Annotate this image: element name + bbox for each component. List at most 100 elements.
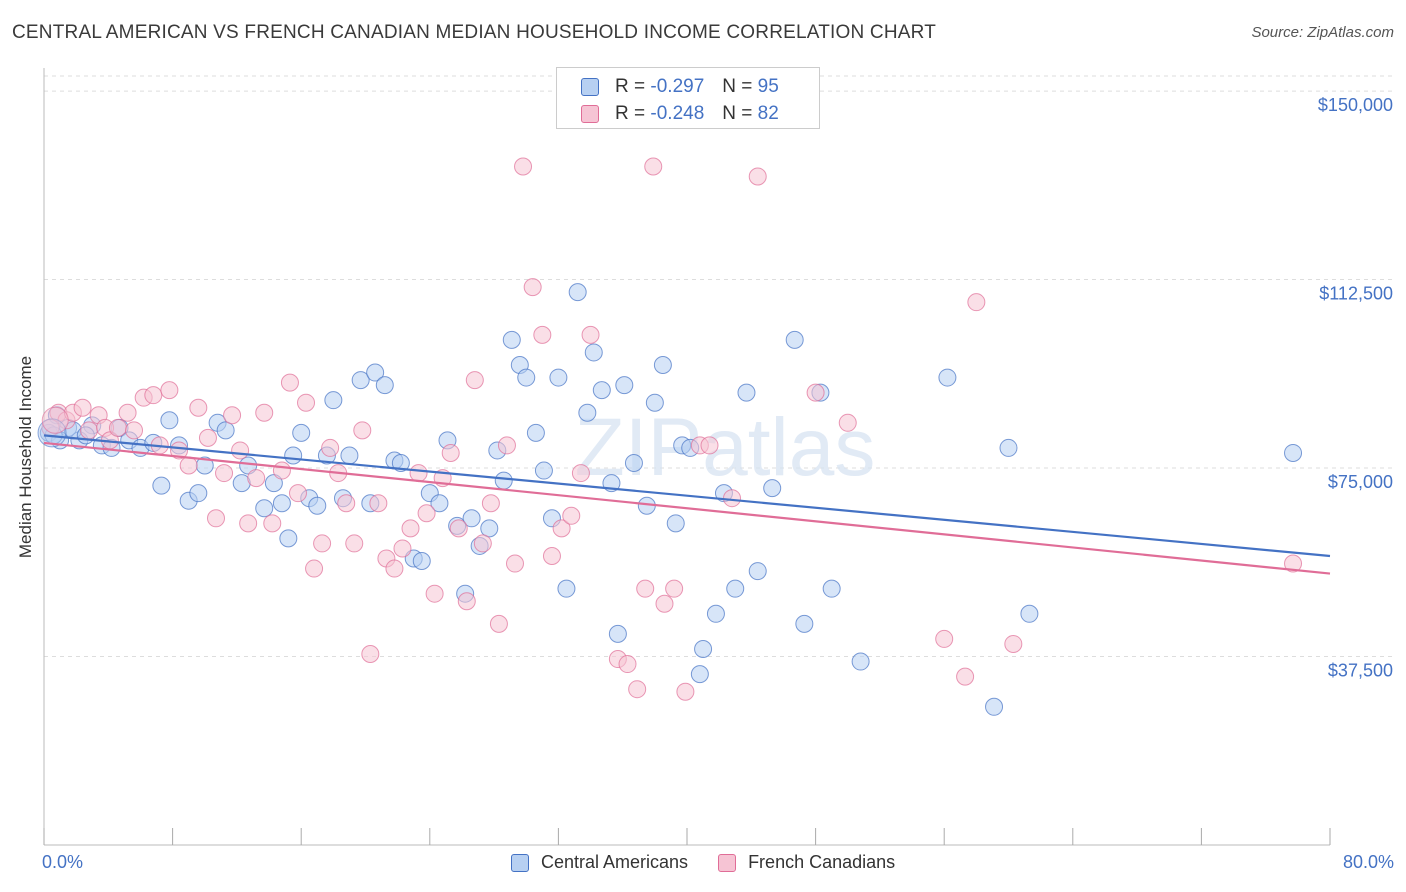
central-american-point xyxy=(690,665,709,684)
french-canadian-point xyxy=(198,428,217,447)
french-canadian-point xyxy=(967,293,986,312)
central-american-point xyxy=(578,403,597,422)
central-american-point xyxy=(985,697,1004,716)
french-canadian-point xyxy=(247,469,266,488)
central-american-point xyxy=(645,393,664,412)
french-canadian-point xyxy=(449,519,468,538)
legend-label: French Canadians xyxy=(748,852,896,872)
central-american-point xyxy=(526,423,545,442)
central-american-point xyxy=(785,330,804,349)
stats-row-central-americans: R = -0.297 N = 95 xyxy=(581,74,779,100)
central-american-point xyxy=(653,356,672,375)
french-canadian-point xyxy=(489,614,508,633)
central-american-point xyxy=(938,368,957,387)
french-canadian-point xyxy=(838,413,857,432)
legend-label: Central Americans xyxy=(541,852,689,872)
legend-swatch-blue xyxy=(511,853,529,872)
french-canadian-point xyxy=(313,534,332,553)
central-american-point xyxy=(748,562,767,581)
french-canadian-point xyxy=(806,383,825,402)
central-american-point xyxy=(999,438,1018,457)
n-label: N = xyxy=(722,76,753,97)
french-canadian-point xyxy=(160,381,179,400)
french-canadian-point xyxy=(118,403,137,422)
central-american-point xyxy=(160,411,179,430)
central-american-point xyxy=(462,509,481,528)
y-tick-label: $150,000 xyxy=(1318,95,1393,115)
french-canadian-point xyxy=(636,579,655,598)
y-tick-label: $112,500 xyxy=(1319,284,1393,304)
french-canadian-point xyxy=(108,418,127,437)
french-canadian-point xyxy=(723,489,742,508)
french-canadian-point xyxy=(401,519,420,538)
french-canadian-point xyxy=(700,436,719,455)
french-canadian-point xyxy=(644,157,663,176)
n-label: N = xyxy=(722,103,753,124)
stats-legend: R = -0.297 N = 95 R = -0.248 N = 82 xyxy=(556,67,820,129)
french-canadian-point xyxy=(189,398,208,417)
central-american-point xyxy=(592,381,611,400)
central-american-point xyxy=(366,363,385,382)
french-canadian-point xyxy=(215,464,234,483)
r-label: R = xyxy=(615,76,646,97)
y-tick-label: $75,000 xyxy=(1328,472,1393,492)
y-axis-label: Median Household Income xyxy=(16,355,35,559)
central-american-point xyxy=(615,376,634,395)
french-canadian-point xyxy=(353,421,372,440)
french-canadian-point xyxy=(571,464,590,483)
legend-swatch-pink xyxy=(718,853,737,872)
central-american-point xyxy=(502,330,521,349)
central-american-point xyxy=(763,479,782,498)
central-american-point xyxy=(324,391,343,410)
data-points xyxy=(37,157,1303,716)
central-american-point xyxy=(412,552,431,571)
r-value: -0.248 xyxy=(650,103,705,124)
french-canadian-point xyxy=(125,421,144,440)
french-canadian-point xyxy=(655,594,674,613)
stats-row-french-canadians: R = -0.248 N = 82 xyxy=(581,101,779,127)
french-canadian-point xyxy=(297,393,316,412)
french-canadian-point xyxy=(239,514,258,533)
central-american-point xyxy=(726,579,745,598)
central-american-point xyxy=(666,514,685,533)
french-canadian-point xyxy=(552,519,571,538)
central-american-point xyxy=(584,343,603,362)
central-american-point xyxy=(557,579,576,598)
grid-lines xyxy=(44,75,1394,658)
trend-lines xyxy=(43,434,1331,575)
french-canadian-point xyxy=(497,436,516,455)
french-canadian-point xyxy=(581,325,600,344)
central-american-point xyxy=(216,421,235,440)
central-american-point xyxy=(517,368,536,387)
french-canadian-point xyxy=(676,682,695,701)
french-canadian-point xyxy=(288,484,307,503)
french-canadian-point xyxy=(1004,634,1023,653)
french-canadian-point xyxy=(223,406,242,425)
french-canadian-point xyxy=(473,534,492,553)
chart-title: CENTRAL AMERICAN VS FRENCH CANADIAN MEDI… xyxy=(12,22,936,43)
french-canadian-point xyxy=(41,406,69,434)
central-american-point xyxy=(351,371,370,390)
french-canadian-point xyxy=(337,494,356,513)
french-canadian-point xyxy=(361,645,380,664)
central-american-point xyxy=(284,446,303,465)
french-canadian-point xyxy=(523,278,542,297)
french-canadian-point xyxy=(393,539,412,558)
french-canadian-point xyxy=(441,443,460,462)
bottom-legend: Central Americans French Canadians xyxy=(511,852,925,873)
french-canadian-point xyxy=(618,655,637,674)
central-american-point xyxy=(534,461,553,480)
central-american-point xyxy=(272,494,291,513)
watermark: ZIPatlas xyxy=(575,402,876,493)
french-canadian-point xyxy=(417,504,436,523)
french-canadian-point xyxy=(80,421,99,440)
central-american-point xyxy=(549,368,568,387)
french-canadian-point xyxy=(345,534,364,553)
legend-item-central-americans: Central Americans xyxy=(511,852,688,873)
french-canadian-point xyxy=(385,559,404,578)
central-american-point xyxy=(189,484,208,503)
central-american-point xyxy=(568,283,587,302)
french-canadian-point xyxy=(465,371,484,390)
x-tick-label-max: 80.0% xyxy=(1342,852,1394,872)
central-american-point xyxy=(822,579,841,598)
